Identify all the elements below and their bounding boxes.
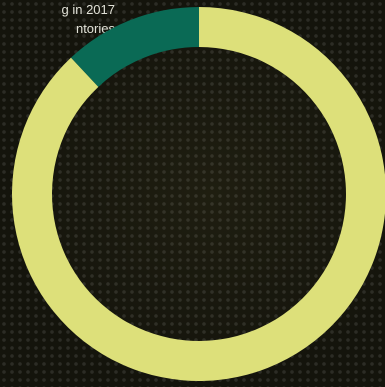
donut-slice-2 xyxy=(70,7,200,87)
donut-slice-1 xyxy=(12,7,385,381)
caption-line-1: g in 2017 xyxy=(61,2,116,17)
